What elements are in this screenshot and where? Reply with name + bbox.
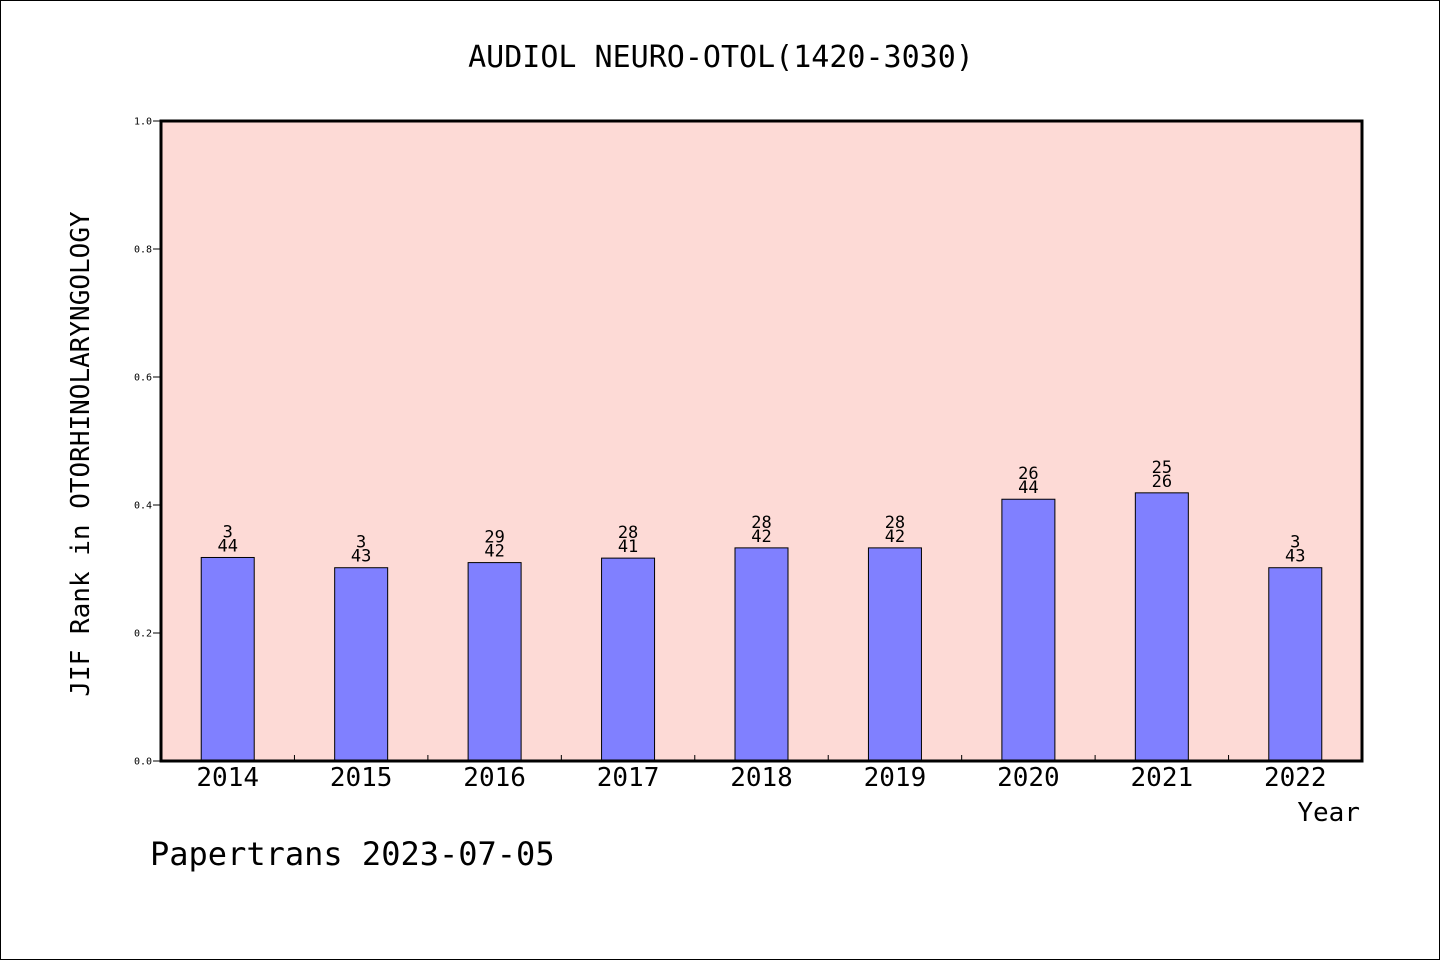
x-axis-label: Year [1297,798,1360,828]
x-tick-label: 2017 [597,763,660,793]
x-tick-label: 2018 [730,763,793,793]
bar-label-rank: 25 [1152,458,1172,478]
bar-label-total: 42 [885,527,905,547]
y-tick-label: 0.2 [134,629,152,640]
x-tick-label: 2015 [330,763,393,793]
bar-label-rank: 28 [618,523,638,543]
y-tick-label: 0.6 [134,373,152,384]
bar-2018 [734,547,789,762]
bar-label-rank: 3 [223,522,233,542]
y-axis-ticks: 0.0 0.2 0.4 0.6 0.8 1.0 [134,117,161,768]
y-tick-label: 0.0 [134,757,152,768]
y-tick-label: 1.0 [134,117,152,128]
bar-label-total: 26 [1152,472,1172,492]
bar-label-total: 44 [1018,478,1038,498]
bar-2015 [334,567,389,762]
bar-label-total: 43 [351,547,371,567]
bar-2014 [200,556,255,762]
bars [200,492,1323,762]
bar-2021 [1134,492,1189,762]
y-tick-label: 0.8 [134,245,152,256]
bar-label-total: 42 [484,542,504,562]
plot-border [159,119,1364,763]
bar-label-rank: 28 [751,513,771,533]
bar-2019 [867,547,922,762]
bar-2016 [467,562,522,762]
bar-label-total: 43 [1285,547,1305,567]
bar-label-rank: 26 [1018,464,1038,484]
footer-credit: Papertrans 2023-07-05 [150,835,555,873]
y-axis-label: JIF Rank in OTORHINOLARYNGOLOGY [66,211,96,697]
bar-label-rank: 3 [356,533,366,553]
x-tick-label: 2014 [196,763,259,793]
x-axis-ticks: 2014 2015 2016 2017 2018 2019 2020 2021 2022 [196,755,1327,793]
x-tick-label: 2021 [1131,763,1194,793]
x-tick-label: 2016 [463,763,526,793]
bar-label-rank: 29 [484,528,504,548]
bar-label-total: 44 [217,536,237,556]
bar-label-rank: 28 [885,513,905,533]
bar-2022 [1268,567,1323,762]
bar-label-rank: 3 [1290,533,1300,553]
x-tick-label: 2022 [1264,763,1327,793]
x-tick-label: 2019 [864,763,927,793]
x-tick-label: 2020 [997,763,1060,793]
bar-2017 [601,557,656,762]
y-tick-label: 0.4 [134,501,152,512]
bar-2020 [1001,498,1056,762]
bar-label-total: 42 [751,527,771,547]
bar-label-total: 41 [618,537,638,557]
chart-title: AUDIOL NEURO-OTOL(1420-3030) [468,40,974,75]
